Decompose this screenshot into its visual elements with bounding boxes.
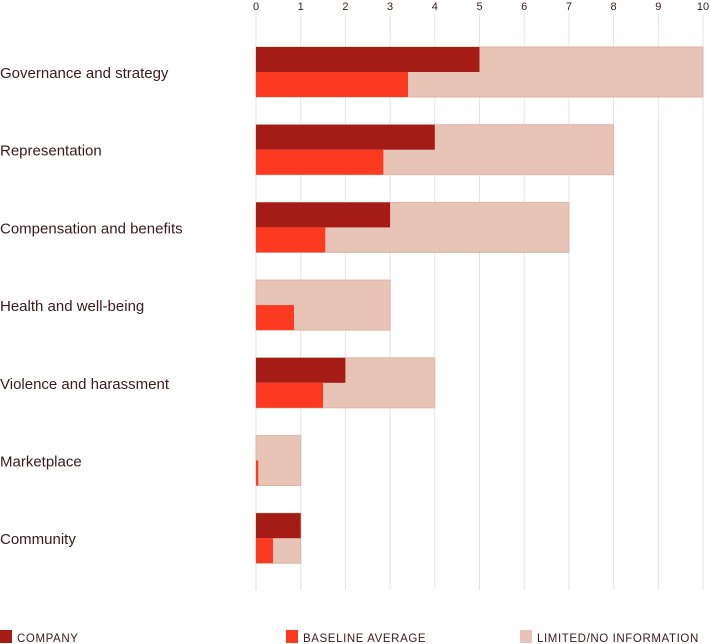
- legend-company-label: COMPANY: [17, 633, 79, 644]
- x-tick-label: 9: [655, 1, 661, 13]
- x-tick-label: 5: [476, 1, 482, 13]
- gridlines: [255, 14, 704, 590]
- legend-baseline-swatch: [286, 630, 298, 643]
- company-bar: [256, 357, 346, 383]
- category-label: Health and well-being: [0, 298, 144, 315]
- category-label: Governance and strategy: [0, 65, 169, 82]
- x-tick-label: 7: [566, 1, 572, 13]
- x-tick-label: 8: [611, 1, 617, 13]
- x-tick-label: 2: [342, 1, 348, 13]
- x-tick-label: 10: [697, 1, 709, 13]
- company-bar: [256, 513, 301, 539]
- company-bar: [256, 202, 391, 228]
- baseline-bar: [256, 382, 324, 408]
- baseline-bar: [256, 305, 294, 331]
- legend-company-swatch: [0, 630, 12, 643]
- baseline-bar: [256, 538, 273, 564]
- category-label: Community: [0, 531, 76, 548]
- bars: [255, 46, 704, 564]
- category-label: Marketplace: [0, 454, 82, 471]
- company-bar: [256, 124, 435, 150]
- legend-baseline-label: BASELINE AVERAGE: [303, 633, 426, 644]
- x-tick-label: 3: [387, 1, 393, 13]
- category-label: Compensation and benefits: [0, 220, 183, 237]
- baseline-bar: [256, 227, 326, 253]
- category-labels: Governance and strategy Representation Com…: [0, 65, 183, 548]
- x-tick-label: 1: [298, 1, 304, 13]
- legend-limited-label: LIMITED/NO INFORMATION: [537, 633, 699, 644]
- x-axis-ticks: 0 1 2 3 4 5 6 7 8 9 10: [253, 1, 709, 13]
- company-bar: [256, 47, 480, 72]
- legend: COMPANY BASELINE AVERAGE LIMITED/NO INFORM…: [0, 630, 699, 644]
- x-tick-label: 0: [253, 1, 259, 13]
- limited-info-bar: [255, 435, 302, 486]
- x-tick-label: 4: [432, 1, 438, 13]
- category-label: Representation: [0, 143, 102, 160]
- baseline-bar: [256, 72, 408, 97]
- baseline-bar: [256, 460, 259, 486]
- category-label: Violence and harassment: [0, 376, 170, 393]
- baseline-bar: [256, 149, 384, 175]
- x-tick-label: 6: [521, 1, 527, 13]
- legend-limited-swatch: [520, 630, 532, 643]
